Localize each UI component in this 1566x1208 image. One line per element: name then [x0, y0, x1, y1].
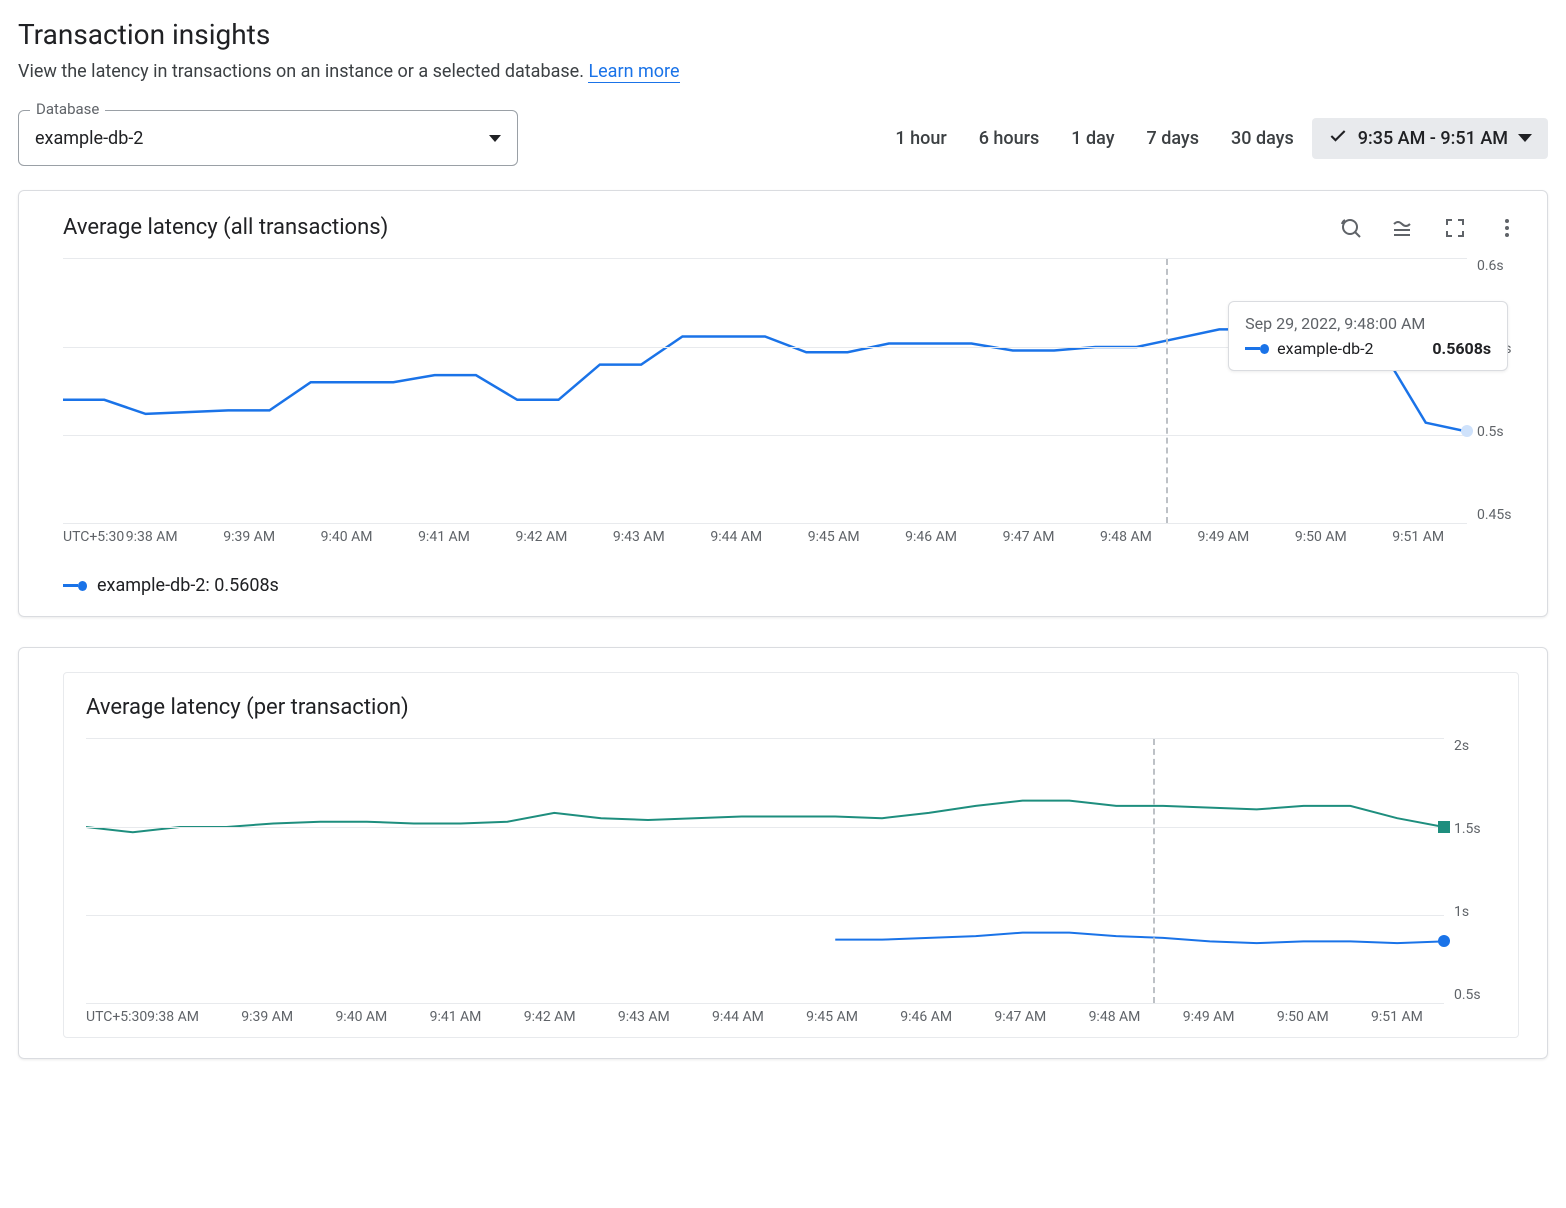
database-select[interactable]: Database example-db-2 [18, 110, 518, 166]
chevron-down-icon [489, 135, 501, 142]
time-range-30days[interactable]: 30 days [1217, 118, 1308, 159]
tooltip-series: example-db-2 [1277, 339, 1373, 358]
chart-title: Average latency (per transaction) [86, 695, 409, 720]
chart-card-per-transaction: Average latency (per transaction) 9:38 A… [18, 647, 1548, 1059]
page-subtitle: View the latency in transactions on an i… [18, 61, 1548, 82]
x-tick: 9:43 AM [597, 1009, 691, 1025]
x-tick: 9:49 AM [1162, 1009, 1256, 1025]
y-tick: 0.6s [1477, 258, 1504, 274]
tooltip-date: Sep 29, 2022, 9:48:00 AM [1245, 314, 1491, 333]
page-title: Transaction insights [18, 18, 1548, 51]
x-tick: 9:51 AM [1369, 529, 1466, 545]
x-tick: 9:42 AM [493, 529, 590, 545]
series-end-marker [1461, 425, 1473, 437]
x-tick: 9:41 AM [408, 1009, 502, 1025]
y-tick: 0.45s [1477, 507, 1512, 523]
time-range-custom-label: 9:35 AM - 9:51 AM [1358, 128, 1508, 149]
series-end-marker [1438, 821, 1450, 833]
database-select-value: example-db-2 [35, 128, 143, 149]
chart-card-all-transactions: Average latency (all transactions) [18, 190, 1548, 617]
timezone-label: UTC+5:30 [86, 1009, 147, 1025]
time-range-1hour[interactable]: 1 hour [881, 118, 960, 159]
x-tick: 9:50 AM [1256, 1009, 1350, 1025]
x-tick: 9:48 AM [1067, 1009, 1161, 1025]
time-range-1day[interactable]: 1 day [1057, 118, 1128, 159]
x-tick: 9:48 AM [1077, 529, 1174, 545]
x-tick: 9:44 AM [691, 1009, 785, 1025]
chart-plot-area[interactable] [63, 258, 1467, 523]
timezone-label: UTC+5:30 [63, 529, 124, 545]
chart-legend: example-db-2: 0.5608s [63, 575, 1519, 596]
y-axis: 0.6s0.55s0.5s0.45s [1467, 258, 1519, 523]
y-tick: 1.5s [1454, 821, 1481, 837]
hover-marker-line [1166, 259, 1168, 523]
x-tick: 9:42 AM [503, 1009, 597, 1025]
y-tick: 1s [1454, 904, 1469, 920]
time-range-selector: 1 hour 6 hours 1 day 7 days 30 days 9:35… [881, 118, 1548, 159]
x-tick: 9:45 AM [785, 1009, 879, 1025]
x-tick: 9:40 AM [314, 1009, 408, 1025]
x-tick: 9:46 AM [879, 1009, 973, 1025]
x-tick: 9:47 AM [980, 529, 1077, 545]
tooltip-swatch [1245, 344, 1269, 354]
x-tick: 9:47 AM [973, 1009, 1067, 1025]
x-tick: 9:40 AM [298, 529, 395, 545]
legend-swatch [63, 581, 87, 591]
x-tick: 9:51 AM [1350, 1009, 1444, 1025]
y-tick: 0.5s [1477, 424, 1504, 440]
x-tick: 9:41 AM [395, 529, 492, 545]
legend-toggle-icon[interactable] [1391, 216, 1415, 240]
time-range-7days[interactable]: 7 days [1133, 118, 1214, 159]
learn-more-link[interactable]: Learn more [588, 61, 679, 83]
x-tick: 9:39 AM [220, 1009, 314, 1025]
x-tick: 9:46 AM [882, 529, 979, 545]
time-range-custom[interactable]: 9:35 AM - 9:51 AM [1312, 118, 1548, 159]
y-tick: 2s [1454, 738, 1469, 754]
tooltip-value: 0.5608s [1432, 339, 1491, 358]
zoom-reset-icon[interactable] [1339, 216, 1363, 240]
series-end-marker [1438, 935, 1450, 947]
chart-plot-area[interactable] [86, 738, 1444, 1003]
x-tick: 9:45 AM [785, 529, 882, 545]
subtitle-text: View the latency in transactions on an i… [18, 61, 584, 82]
time-range-6hours[interactable]: 6 hours [965, 118, 1054, 159]
x-tick: 9:50 AM [1272, 529, 1369, 545]
y-axis: 2s 1.5s 1s 0.5s [1444, 738, 1496, 1003]
y-tick: 0.5s [1454, 987, 1481, 1003]
x-tick: 9:43 AM [590, 529, 687, 545]
x-tick: 9:44 AM [688, 529, 785, 545]
x-tick: 9:49 AM [1175, 529, 1272, 545]
legend-text: example-db-2: 0.5608s [97, 575, 279, 596]
check-icon [1328, 126, 1348, 151]
database-select-label: Database [30, 100, 105, 118]
x-tick: 9:39 AM [200, 529, 297, 545]
chart-tooltip: Sep 29, 2022, 9:48:00 AM example-db-2 0.… [1228, 301, 1508, 371]
chevron-down-icon [1518, 134, 1532, 142]
hover-marker-line [1153, 739, 1155, 1003]
chart-title: Average latency (all transactions) [63, 215, 388, 240]
more-options-icon[interactable] [1495, 216, 1519, 240]
fullscreen-icon[interactable] [1443, 216, 1467, 240]
